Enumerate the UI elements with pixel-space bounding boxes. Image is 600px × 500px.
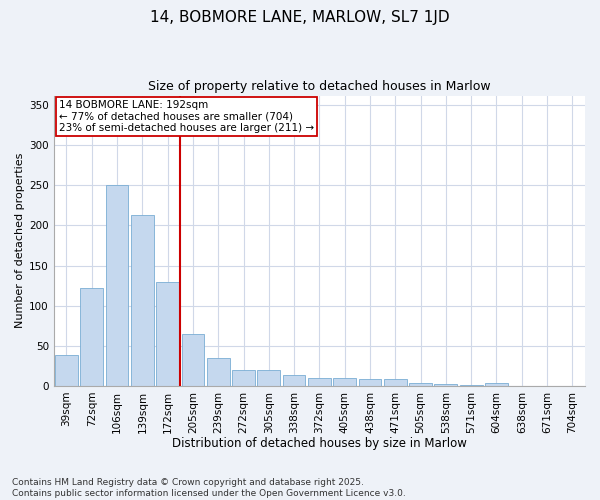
Bar xyxy=(409,382,432,386)
Bar xyxy=(434,384,457,386)
Title: Size of property relative to detached houses in Marlow: Size of property relative to detached ho… xyxy=(148,80,491,93)
Bar xyxy=(80,288,103,386)
Bar xyxy=(55,354,78,386)
Y-axis label: Number of detached properties: Number of detached properties xyxy=(15,153,25,328)
Bar xyxy=(283,374,305,386)
Bar xyxy=(257,370,280,386)
Text: 14, BOBMORE LANE, MARLOW, SL7 1JD: 14, BOBMORE LANE, MARLOW, SL7 1JD xyxy=(150,10,450,25)
X-axis label: Distribution of detached houses by size in Marlow: Distribution of detached houses by size … xyxy=(172,437,467,450)
Bar xyxy=(131,215,154,386)
Bar xyxy=(334,378,356,386)
Bar xyxy=(156,282,179,386)
Bar xyxy=(232,370,255,386)
Bar xyxy=(384,378,407,386)
Bar xyxy=(460,385,482,386)
Text: Contains HM Land Registry data © Crown copyright and database right 2025.
Contai: Contains HM Land Registry data © Crown c… xyxy=(12,478,406,498)
Bar xyxy=(308,378,331,386)
Bar xyxy=(359,378,382,386)
Bar xyxy=(106,184,128,386)
Bar xyxy=(207,358,230,386)
Bar xyxy=(485,382,508,386)
Text: 14 BOBMORE LANE: 192sqm
← 77% of detached houses are smaller (704)
23% of semi-d: 14 BOBMORE LANE: 192sqm ← 77% of detache… xyxy=(59,100,314,133)
Bar xyxy=(182,334,204,386)
